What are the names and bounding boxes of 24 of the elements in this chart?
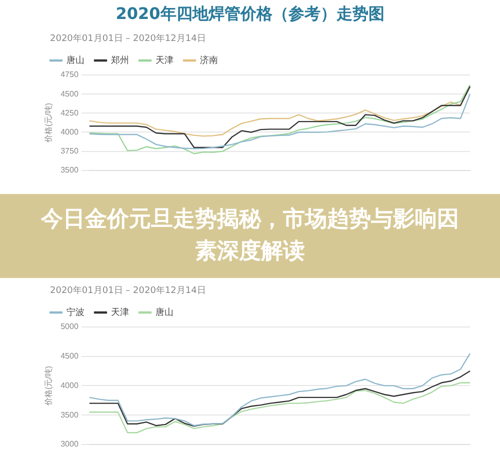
y-tick-label: 4500 <box>60 89 79 98</box>
y-tick-label: 3500 <box>60 410 79 420</box>
text: 今日金价元旦走势揭秘，市场趋势与影响因素深度解读 <box>0 194 500 278</box>
legend-label: 济南 <box>200 54 218 65</box>
y-axis-title: 价格(元/吨) <box>44 102 54 144</box>
y-tick-label: 4750 <box>60 70 79 80</box>
y-tick-label: 3750 <box>60 146 79 156</box>
y-tick-label: 3000 <box>60 440 79 449</box>
y-tick-label: 4000 <box>60 380 79 390</box>
chart-subtitle: 2020年01月01日 – 2020年12月14日 <box>49 284 207 298</box>
chart-title: 2020年四地焊管价格（参考）走势图 <box>114 3 386 25</box>
legend-label: 唐山 <box>156 306 174 317</box>
y-tick-label: 4000 <box>60 127 79 136</box>
legend-label: 郑州 <box>111 54 129 65</box>
y-tick-label: 3500 <box>60 166 79 175</box>
legend-label: 天津 <box>156 54 174 65</box>
y-tick-label: 5000 <box>60 322 79 332</box>
legend-label: 宁波 <box>66 306 84 317</box>
legend-label: 唐山 <box>66 54 84 65</box>
y-axis-title: 价格(元/吨) <box>44 366 54 406</box>
y-tick-label: 4250 <box>60 108 79 118</box>
legend-label: 天津 <box>111 306 129 317</box>
chart-subtitle: 2020年01月01日 – 2020年12月14日 <box>49 32 207 46</box>
y-tick-label: 4500 <box>60 352 79 361</box>
